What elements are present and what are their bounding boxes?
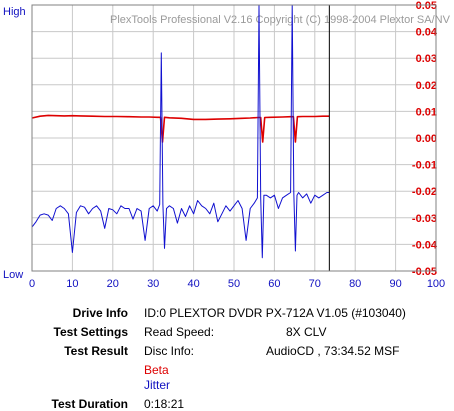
y-tick-label-8: -0.03 [412,213,437,225]
x-tick-label-7: 70 [309,278,321,290]
read-speed-value: 8X CLV [286,325,327,339]
x-tick-label-4: 40 [187,278,199,290]
y-tick-label-4: 0.01 [416,106,437,118]
series-line-jitter [31,4,330,259]
x-tick-label-2: 20 [107,278,119,290]
legend-beta: Beta [144,363,169,377]
series-line-beta [31,114,330,143]
test-duration-label: Test Duration [51,397,128,411]
y-tick-label-2: 0.03 [416,53,437,65]
y-axis-low-label: Low [3,269,23,281]
read-speed-label: Read Speed: [144,325,215,339]
series-lines [31,4,330,259]
watermark-text: PlexTools Professional V2.16 Copyright (… [110,14,451,26]
y-tick-label-3: 0.02 [416,80,437,92]
y-tick-label-6: -0.01 [412,160,437,172]
test-settings-label: Test Settings [53,325,128,339]
legend-jitter: Jitter [144,378,171,392]
x-tick-labels: 0 10 20 30 40 50 60 70 80 90 100 [29,278,445,290]
test-duration-value: 0:18:21 [144,397,185,411]
x-tick-label-8: 80 [349,278,361,290]
test-result-label: Test Result [64,344,128,358]
x-tick-label-0: 0 [29,278,35,290]
y-tick-label-1: 0.04 [416,27,438,39]
drive-info-value: ID:0 PLEXTOR DVDR PX-712A V1.05 (#103040… [144,306,406,320]
y-axis-high-label: High [3,6,26,18]
y-tick-label-0: 0.05 [416,0,437,12]
disc-info-label: Disc Info: [144,344,195,358]
y-tick-label-10: -0.05 [412,266,437,278]
y-right-tick-labels: 0.05 0.04 0.03 0.02 0.01 0.00 -0.01 -0.02 -0.03 -… [412,0,438,278]
y-tick-label-5: 0.00 [416,133,437,145]
x-tick-label-1: 10 [66,278,78,290]
disc-info-value: AudioCD , 73:34.52 MSF [266,344,400,358]
drive-info-label: Drive Info [72,306,128,320]
x-tick-label-5: 50 [228,278,240,290]
x-tick-label-3: 30 [147,278,159,290]
x-tick-label-9: 90 [389,278,401,290]
y-tick-label-7: -0.02 [412,186,437,198]
quality-chart: PlexTools Professional V2.16 Copyright (… [3,0,451,290]
plot-frame [31,4,437,272]
x-tick-label-6: 60 [268,278,280,290]
y-tick-label-9: -0.04 [412,239,438,251]
x-tick-label-10: 100 [427,278,445,290]
